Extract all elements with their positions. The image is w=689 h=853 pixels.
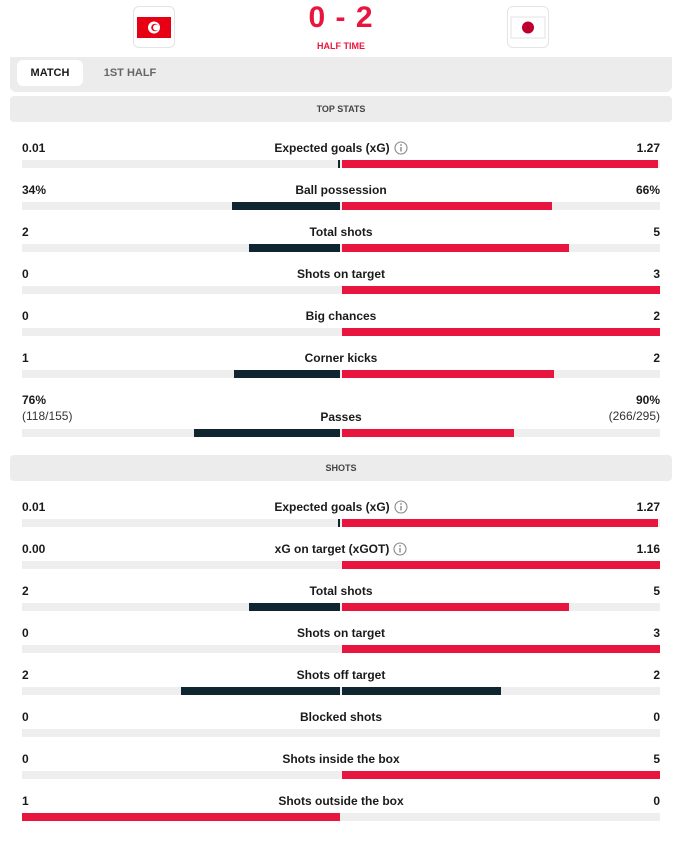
- home-value: 0: [22, 267, 29, 281]
- home-value: 0: [22, 710, 29, 724]
- home-value: 2: [22, 225, 29, 239]
- away-bar: [342, 202, 552, 210]
- bar-track: [22, 244, 660, 252]
- bar-track: [22, 160, 660, 168]
- stat-label: Passes: [320, 410, 362, 424]
- home-value: 76%: [22, 393, 47, 407]
- stat-label: Corner kicks: [304, 351, 378, 365]
- home-bar: [231, 202, 340, 210]
- flag-tunisia: [137, 17, 171, 38]
- away-detail: (266/295): [608, 409, 660, 423]
- stat-label: xG on target (xGOT): [274, 542, 390, 556]
- home-value: 0: [22, 309, 29, 323]
- away-value: 5: [653, 752, 660, 766]
- home-bar: [234, 370, 340, 378]
- away-bar: [342, 771, 660, 779]
- home-detail: (118/155): [22, 409, 73, 423]
- home-value: 34%: [22, 183, 47, 197]
- bar-track: [22, 687, 660, 695]
- home-flag[interactable]: [133, 6, 175, 48]
- away-bar: [342, 645, 660, 653]
- away-value: 0: [653, 794, 660, 808]
- away-value: 90%: [635, 393, 660, 407]
- home-value: 1: [22, 794, 29, 808]
- home-value: 0.01: [22, 500, 46, 514]
- away-flag[interactable]: [507, 6, 549, 48]
- info-icon[interactable]: [393, 542, 407, 556]
- away-value: 1.27: [636, 500, 660, 514]
- away-bar: [342, 286, 660, 294]
- away-value: 0: [653, 710, 660, 724]
- away-bar: [342, 687, 501, 695]
- home-value: 1: [22, 351, 29, 365]
- stat-label: Shots on target: [296, 626, 385, 640]
- bar-track: [22, 328, 660, 336]
- stat-label: Shots on target: [296, 267, 385, 281]
- home-bar: [249, 603, 340, 611]
- stat-label: Total shots: [309, 584, 373, 598]
- away-value: 2: [653, 668, 660, 682]
- section-header: SHOTS: [10, 455, 672, 481]
- flag-japan: [510, 16, 546, 39]
- tab-bar: [10, 57, 672, 92]
- home-value: 0: [22, 752, 29, 766]
- away-value: 5: [653, 225, 660, 239]
- bar-track: [22, 729, 660, 737]
- away-bar: [342, 160, 658, 168]
- home-bar: [337, 160, 340, 168]
- away-bar: [342, 328, 660, 336]
- stat-label: Shots off target: [296, 668, 386, 682]
- bar-track: [22, 286, 660, 294]
- away-value: 2: [653, 351, 660, 365]
- away-value: 66%: [635, 183, 660, 197]
- stat-label: Blocked shots: [299, 710, 383, 724]
- away-value: 2: [653, 309, 660, 323]
- away-value: 1.16: [636, 542, 660, 556]
- home-value: 0: [22, 626, 29, 640]
- tab[interactable]: 1ST HALF: [103, 67, 157, 79]
- score: 0 - 2: [308, 1, 374, 34]
- away-bar: [342, 519, 658, 527]
- away-bar: [342, 429, 515, 437]
- away-bar: [342, 561, 660, 569]
- stat-label: Total shots: [309, 225, 373, 239]
- bar-track: [22, 202, 660, 210]
- home-value: 2: [22, 584, 29, 598]
- section-header: TOP STATS: [10, 96, 672, 122]
- home-value: 0.00: [22, 542, 46, 556]
- home-bar: [249, 244, 340, 252]
- stat-label: Ball possession: [295, 183, 387, 197]
- stat-label: Shots inside the box: [282, 752, 400, 766]
- bar-track: [22, 519, 660, 527]
- stat-label: Expected goals (xG): [274, 500, 390, 514]
- bar-track: [22, 603, 660, 611]
- away-bar: [342, 370, 554, 378]
- bar-track: [22, 771, 660, 779]
- home-bar: [337, 519, 340, 527]
- home-bar: [22, 813, 340, 821]
- away-value: 5: [653, 584, 660, 598]
- bar-track: [22, 645, 660, 653]
- bar-track: [22, 370, 660, 378]
- stat-label: Big chances: [305, 309, 377, 323]
- away-value: 3: [653, 626, 660, 640]
- match-status: HALF TIME: [317, 41, 365, 51]
- info-icon[interactable]: [394, 500, 408, 514]
- away-bar: [342, 603, 570, 611]
- away-value: 3: [653, 267, 660, 281]
- away-value: 1.27: [636, 141, 660, 155]
- tab[interactable]: MATCH: [17, 60, 83, 86]
- bar-track: [22, 429, 660, 437]
- home-bar: [194, 429, 340, 437]
- home-value: 2: [22, 668, 29, 682]
- info-icon[interactable]: [394, 141, 408, 155]
- home-bar: [181, 687, 340, 695]
- stat-label: Shots outside the box: [278, 794, 404, 808]
- home-value: 0.01: [22, 141, 46, 155]
- bar-track: [22, 561, 660, 569]
- bar-track: [22, 813, 660, 821]
- away-bar: [342, 244, 570, 252]
- stat-label: Expected goals (xG): [274, 141, 390, 155]
